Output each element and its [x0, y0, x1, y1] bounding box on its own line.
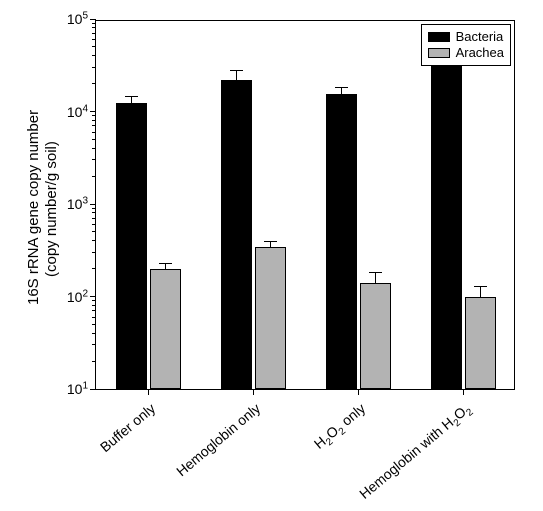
legend-swatch-icon: [428, 48, 450, 58]
bar-arachea-hemoh2o2: [465, 297, 497, 390]
legend: BacteriaArachea: [421, 24, 511, 66]
legend-label: Arachea: [456, 45, 504, 61]
y-axis-label: 16S rRNA gene copy number: [25, 110, 42, 305]
x-tick-label-h2o2: H2O2 only: [310, 400, 370, 455]
y-tick-label: 103: [67, 196, 88, 213]
legend-swatch-icon: [428, 32, 450, 42]
y-tick-label: 101: [67, 381, 88, 398]
bar-bacteria-hemoh2o2: [431, 45, 463, 389]
gene-copy-bar-chart: 101102103104105 BacteriaArachea 16S rRNA…: [0, 0, 543, 511]
legend-item-arachea: Arachea: [428, 45, 504, 61]
bar-arachea-hemo: [255, 247, 287, 389]
y-tick-label: 104: [67, 103, 88, 120]
bar-arachea-buffer: [150, 269, 182, 389]
bar-arachea-h2o2: [360, 283, 392, 389]
legend-item-bacteria: Bacteria: [428, 29, 504, 45]
y-tick-label: 105: [67, 11, 88, 28]
y-tick-label: 102: [67, 288, 88, 305]
bar-bacteria-hemo: [221, 80, 253, 389]
x-tick-label-buffer: Buffer only: [96, 400, 157, 455]
plot-area: 101102103104105: [95, 20, 515, 390]
x-tick-label-hemo: Hemoglobin only: [173, 400, 263, 479]
y-axis-sublabel: (copy number/g soil): [43, 141, 60, 277]
legend-label: Bacteria: [456, 29, 504, 45]
bar-bacteria-buffer: [116, 103, 148, 389]
bar-bacteria-h2o2: [326, 94, 358, 389]
x-tick-label-hemoh2o2: Hemoglobin with H2O2: [356, 400, 476, 505]
